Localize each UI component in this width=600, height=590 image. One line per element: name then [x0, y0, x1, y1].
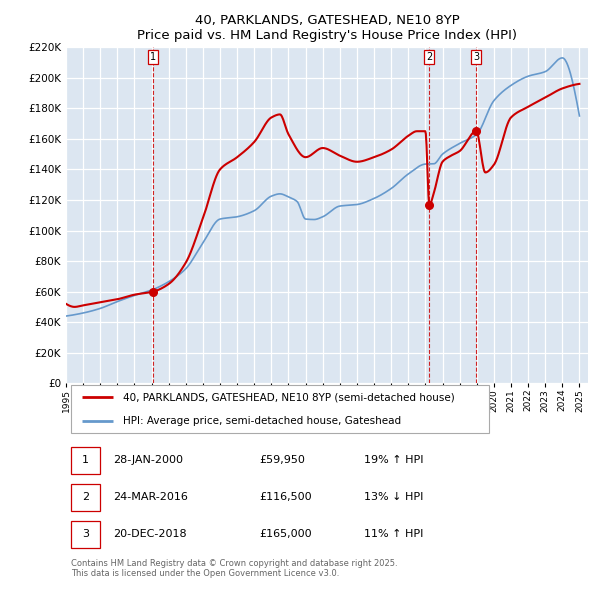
Text: 11% ↑ HPI: 11% ↑ HPI	[364, 529, 423, 539]
Text: £165,000: £165,000	[259, 529, 312, 539]
FancyBboxPatch shape	[71, 385, 489, 433]
Text: 3: 3	[82, 529, 89, 539]
Text: 20-DEC-2018: 20-DEC-2018	[113, 529, 187, 539]
Text: £59,950: £59,950	[259, 455, 305, 465]
FancyBboxPatch shape	[71, 521, 100, 548]
Text: Contains HM Land Registry data © Crown copyright and database right 2025.
This d: Contains HM Land Registry data © Crown c…	[71, 559, 398, 578]
Text: 3: 3	[473, 53, 479, 62]
Title: 40, PARKLANDS, GATESHEAD, NE10 8YP
Price paid vs. HM Land Registry's House Price: 40, PARKLANDS, GATESHEAD, NE10 8YP Price…	[137, 14, 517, 42]
FancyBboxPatch shape	[71, 447, 100, 474]
Text: 2: 2	[426, 53, 433, 62]
Text: HPI: Average price, semi-detached house, Gateshead: HPI: Average price, semi-detached house,…	[124, 417, 401, 427]
Text: 28-JAN-2000: 28-JAN-2000	[113, 455, 183, 465]
Text: 2: 2	[82, 492, 89, 502]
Text: £116,500: £116,500	[259, 492, 312, 502]
Text: 1: 1	[150, 53, 156, 62]
Text: 1: 1	[82, 455, 89, 465]
Text: 40, PARKLANDS, GATESHEAD, NE10 8YP (semi-detached house): 40, PARKLANDS, GATESHEAD, NE10 8YP (semi…	[124, 392, 455, 402]
Text: 13% ↓ HPI: 13% ↓ HPI	[364, 492, 423, 502]
Text: 24-MAR-2016: 24-MAR-2016	[113, 492, 188, 502]
FancyBboxPatch shape	[71, 484, 100, 511]
Text: 19% ↑ HPI: 19% ↑ HPI	[364, 455, 423, 465]
